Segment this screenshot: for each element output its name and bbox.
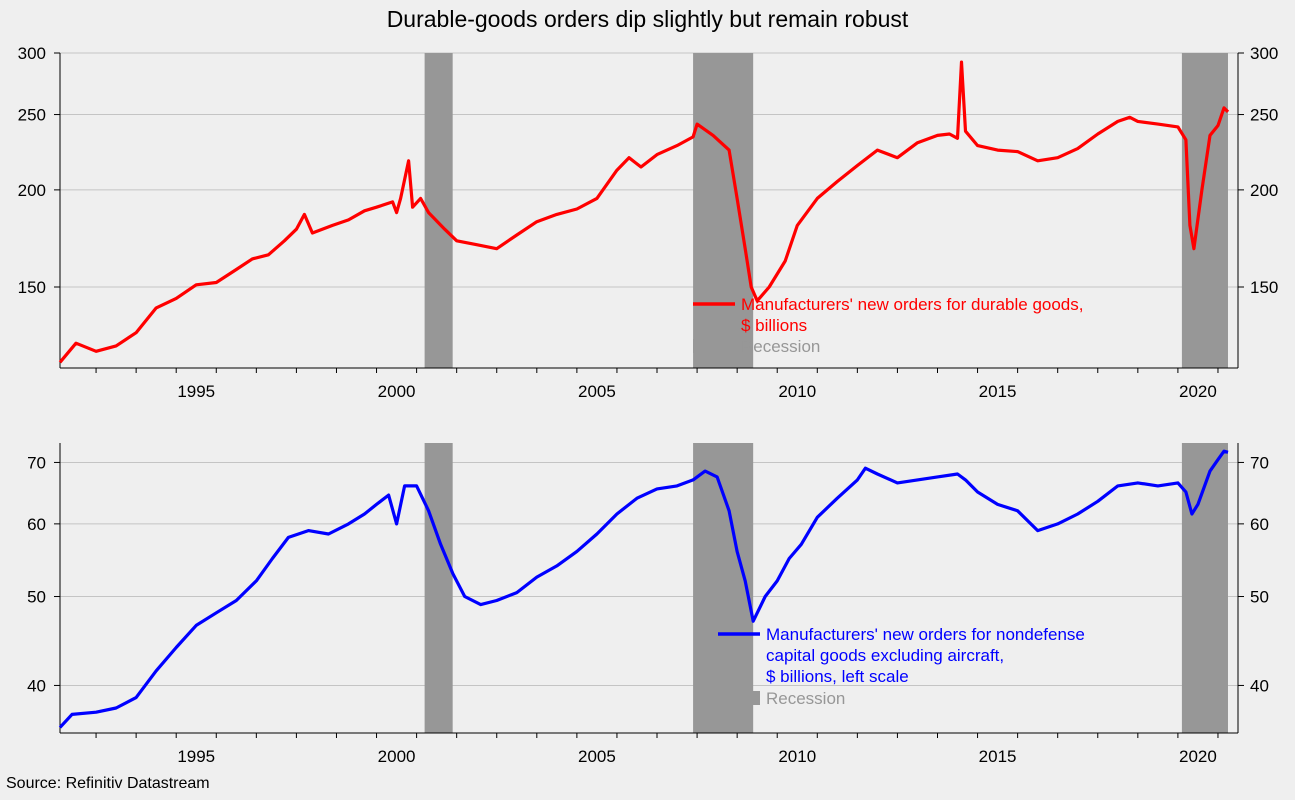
chart-panel-2: 40 40 50 50 60 60 70 70 1995 2000 2005 2010 2015 2020… (27, 443, 1269, 766)
recession-band (693, 53, 754, 368)
series-line (58, 449, 1229, 729)
legend-series-label: $ billions, left scale (766, 667, 909, 686)
y-tick-label-left: 200 (18, 181, 46, 200)
x-tick-label: 1995 (177, 382, 215, 401)
x-tick-label: 2020 (1179, 747, 1217, 766)
x-tick-label: 2005 (578, 382, 616, 401)
legend-series-label: $ billions (741, 316, 807, 335)
x-tick-label: 2000 (378, 747, 416, 766)
x-tick-label: 2010 (778, 747, 816, 766)
x-tick-label: 2015 (979, 382, 1017, 401)
y-tick-label-right: 60 (1250, 515, 1269, 534)
legend-recession-swatch (693, 339, 735, 353)
y-tick-label-left: 250 (18, 106, 46, 125)
y-tick-label-left: 60 (27, 515, 46, 534)
y-tick-label-left: 300 (18, 44, 46, 63)
chart-title: Durable-goods orders dip slightly but re… (386, 6, 909, 32)
y-tick-label-left: 50 (27, 588, 46, 607)
chart-panel-1: 150 150 200 200 250 250 300 300 1995 2000 2005 2010… (18, 44, 1279, 401)
legend-series-label: capital goods excluding aircraft, (766, 646, 1004, 665)
y-tick-label-left: 150 (18, 278, 46, 297)
y-tick-label-left: 70 (27, 453, 46, 472)
legend-recession-label: Recession (766, 689, 845, 708)
x-tick-label: 2020 (1179, 382, 1217, 401)
legend: Manufacturers' new orders for nondefense… (718, 625, 1085, 708)
series-line (58, 60, 1230, 364)
y-tick-label-right: 200 (1250, 181, 1278, 200)
legend: Manufacturers' new orders for durable go… (693, 295, 1083, 356)
x-tick-label: 1995 (177, 747, 215, 766)
recession-band (1181, 443, 1228, 733)
y-tick-label-right: 300 (1250, 44, 1278, 63)
source-note: Source: Refinitiv Datastream (6, 775, 210, 792)
legend-series-label: Manufacturers' new orders for durable go… (741, 295, 1083, 314)
y-tick-label-right: 250 (1250, 106, 1278, 125)
recession-band (424, 53, 453, 368)
recession-band (693, 443, 754, 733)
x-tick-label: 2010 (778, 382, 816, 401)
y-tick-label-right: 40 (1250, 676, 1269, 695)
legend-recession-swatch (718, 691, 760, 705)
legend-series-label: Manufacturers' new orders for nondefense (766, 625, 1085, 644)
y-tick-label-right: 50 (1250, 588, 1269, 607)
legend-recession-label: Recession (741, 337, 820, 356)
y-tick-label-left: 40 (27, 676, 46, 695)
y-tick-label-right: 70 (1250, 453, 1269, 472)
x-tick-label: 2015 (979, 747, 1017, 766)
y-tick-label-right: 150 (1250, 278, 1278, 297)
recession-band (424, 443, 453, 733)
x-tick-label: 2000 (378, 382, 416, 401)
x-tick-label: 2005 (578, 747, 616, 766)
